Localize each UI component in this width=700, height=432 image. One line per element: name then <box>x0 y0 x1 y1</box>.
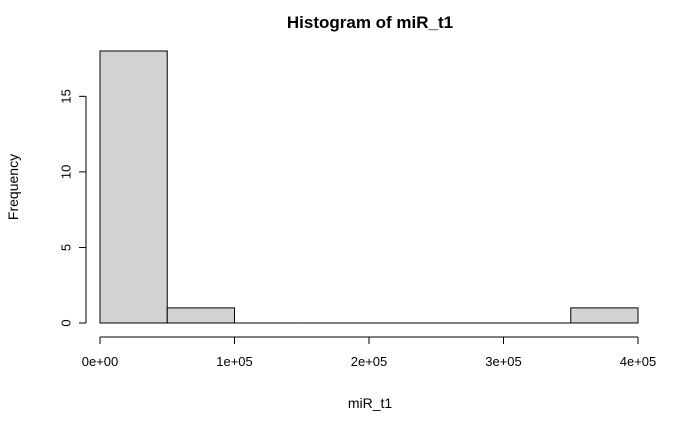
histogram-bars <box>99 50 639 324</box>
x-axis-label: miR_t1 <box>348 395 393 411</box>
y-axis-label: Frequency <box>5 154 21 220</box>
x-tick-label-1: 1e+05 <box>216 354 253 369</box>
histogram-bar-0 <box>99 50 168 324</box>
histogram-bar-7 <box>570 307 639 324</box>
x-tick-label-0: 0e+00 <box>82 354 119 369</box>
histogram-bar-1 <box>166 307 235 324</box>
y-tick-label-1: 5 <box>58 244 73 251</box>
y-tick-label-0: 0 <box>58 319 73 326</box>
x-axis: 0e+00 1e+05 2e+05 3e+05 4e+05 <box>82 336 657 369</box>
y-tick-label-3: 15 <box>58 89 73 103</box>
y-axis: 0 5 10 15 <box>58 89 87 327</box>
x-tick-label-2: 2e+05 <box>351 354 388 369</box>
y-tick-label-2: 10 <box>58 165 73 179</box>
x-tick-label-4: 4e+05 <box>620 354 657 369</box>
chart-title: Histogram of miR_t1 <box>287 13 453 32</box>
x-tick-label-3: 3e+05 <box>485 354 522 369</box>
